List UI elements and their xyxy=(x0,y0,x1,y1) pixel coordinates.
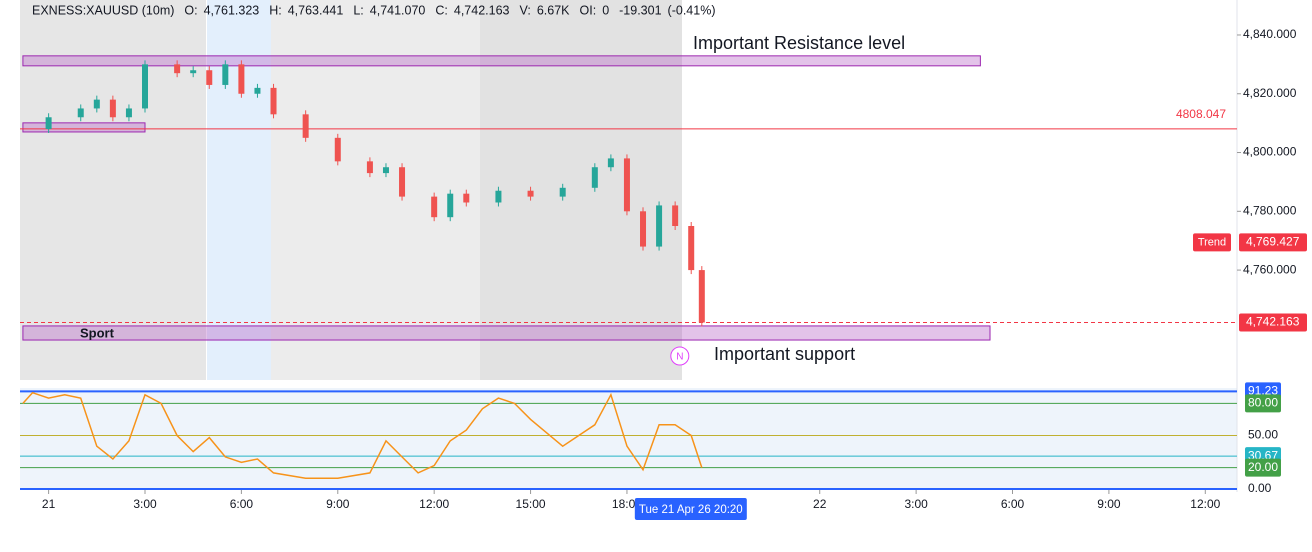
candle xyxy=(125,108,132,118)
zone-tag: Sport xyxy=(80,325,115,340)
header-text: 4,763.441 xyxy=(288,3,344,17)
osc-tag xyxy=(1245,458,1281,477)
candle xyxy=(527,190,534,197)
osc-level-label: 20.00 xyxy=(1248,460,1278,474)
candle xyxy=(222,64,229,85)
x-tick-label: 15:00 xyxy=(516,497,546,511)
header-text: (-0.41%) xyxy=(668,3,716,17)
y-tick-label: 4,760.000 xyxy=(1243,262,1297,276)
header-text: 4,761.323 xyxy=(204,3,260,17)
candle xyxy=(607,158,614,168)
signal-marker xyxy=(670,346,690,366)
candle xyxy=(366,161,373,174)
candle xyxy=(656,205,663,247)
trend-tag xyxy=(1239,233,1307,252)
candle xyxy=(463,193,470,203)
session-bg xyxy=(480,0,682,380)
candle xyxy=(190,70,197,74)
candle xyxy=(174,64,181,74)
y-tick-label: 4,840.000 xyxy=(1243,27,1297,41)
zone-label: Important Resistance level xyxy=(693,33,905,53)
session-bg xyxy=(271,0,480,380)
header-text: 6.67K xyxy=(537,3,570,17)
x-tick-label: 12:00 xyxy=(419,497,449,511)
candle xyxy=(382,167,389,174)
y-tick-label: 4,800.000 xyxy=(1243,145,1297,159)
candle xyxy=(623,158,630,212)
x-tick-label: 21 xyxy=(42,497,56,511)
trend-name: Trend xyxy=(1198,236,1226,248)
candle xyxy=(559,187,566,197)
candle xyxy=(447,193,454,218)
x-tick-label: 12:00 xyxy=(1190,497,1220,511)
candle xyxy=(254,87,261,94)
price-tag-label: 4,742.163 xyxy=(1246,315,1300,329)
header-text: OI: xyxy=(580,3,597,17)
header-text: 4,741.070 xyxy=(370,3,426,17)
x-tick-label: 9:00 xyxy=(326,497,350,511)
zone-label: Important support xyxy=(714,344,855,364)
header-text: 4,742.163 xyxy=(454,3,510,17)
header-text: V: xyxy=(519,3,530,17)
osc-bg xyxy=(20,388,1237,488)
candle xyxy=(142,64,148,109)
candle xyxy=(431,196,438,218)
price-tag xyxy=(1239,313,1307,332)
x-tick-label: 3:00 xyxy=(904,497,928,511)
osc-line xyxy=(22,391,703,480)
zone xyxy=(22,122,146,133)
candle xyxy=(495,190,502,203)
osc-level-label: 91.23 xyxy=(1248,384,1278,398)
y-tick-label: 4,820.000 xyxy=(1243,86,1297,100)
session-bg xyxy=(20,0,206,380)
osc-level-label: 80.00 xyxy=(1248,396,1278,410)
candle xyxy=(672,205,679,227)
candle xyxy=(334,137,341,162)
header-text: 0 xyxy=(602,3,609,17)
level-label: 4808.047 xyxy=(1176,107,1226,121)
trend-name-tag xyxy=(1193,233,1231,252)
highlight-bg xyxy=(207,0,271,380)
x-tick-label: 6:00 xyxy=(1001,497,1025,511)
header-text: H: xyxy=(269,3,282,17)
x-tick-label: 3:00 xyxy=(133,497,157,511)
candle xyxy=(399,167,406,197)
osc-level-label: 0.00 xyxy=(1248,481,1272,495)
candle xyxy=(591,167,598,188)
osc-tag xyxy=(1245,394,1281,413)
zone xyxy=(22,55,981,67)
candle xyxy=(109,99,116,118)
candle xyxy=(238,64,245,94)
candle xyxy=(688,226,695,271)
candle xyxy=(45,117,52,130)
header-text: O: xyxy=(184,3,197,17)
header-text: L: xyxy=(353,3,363,17)
candle xyxy=(698,270,705,323)
candle xyxy=(77,108,84,118)
osc-level-label: 50.00 xyxy=(1248,428,1278,442)
x-tick-label: 6:00 xyxy=(230,497,254,511)
x-tick-label: 18:00 xyxy=(612,497,642,511)
y-tick-label: 4,780.000 xyxy=(1243,203,1297,217)
candle xyxy=(206,70,213,85)
candle xyxy=(302,114,309,138)
candle xyxy=(270,87,277,115)
zone xyxy=(22,325,991,341)
header-text: -19.301 xyxy=(619,3,661,17)
x-tick-label: 22 xyxy=(813,497,827,511)
cursor-time: Tue 21 Apr 26 20:20 xyxy=(639,504,743,516)
x-tick-label: 9:00 xyxy=(1097,497,1121,511)
header-text: EXNESS:XAUUSD (10m) xyxy=(32,3,174,17)
cursor-tag xyxy=(634,498,747,520)
signal-label: N xyxy=(676,352,683,363)
candle xyxy=(640,211,647,247)
candle xyxy=(93,99,100,109)
header-text: C: xyxy=(435,3,448,17)
trend-label: 4,769.427 xyxy=(1246,235,1300,249)
